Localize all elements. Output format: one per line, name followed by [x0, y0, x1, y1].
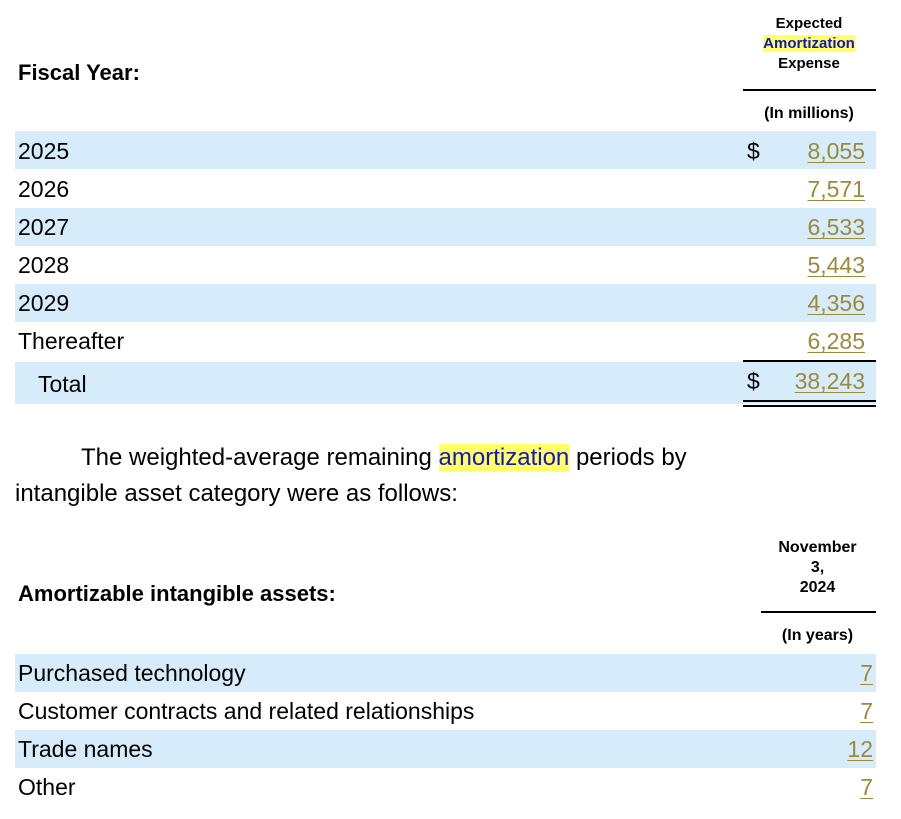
header-rule-2 [761, 611, 876, 613]
row-band [15, 208, 876, 246]
row-label-2029: 2029 [18, 290, 70, 316]
value-trade-names[interactable]: 12 [847, 736, 873, 762]
row-band [15, 131, 876, 169]
value-2029[interactable]: 4,356 [807, 290, 865, 316]
currency-symbol-total: $ [747, 368, 760, 394]
paragraph-line1: The weighted-average remaining amortizat… [15, 440, 885, 476]
value-thereafter[interactable]: 6,285 [807, 328, 865, 354]
value-2025[interactable]: 8,055 [807, 138, 865, 164]
col-header-november-2024: November 3, 2024 [755, 538, 880, 598]
row-label-2025: 2025 [18, 138, 70, 164]
col-header-line3: Expense [778, 55, 840, 72]
col-header-line1: Expected [775, 15, 843, 32]
paragraph-text-after: periods by [569, 444, 687, 471]
unit-label-years: (In years) [781, 627, 854, 644]
header-rule-1 [743, 89, 876, 91]
value-2027[interactable]: 6,533 [807, 214, 865, 240]
row-label-trade-names: Trade names [18, 736, 153, 762]
row-band [15, 654, 876, 692]
unit-label-millions: (In millions) [764, 105, 854, 122]
row-band [15, 362, 876, 404]
highlighted-term: amortization [438, 444, 570, 471]
row-band [15, 284, 876, 322]
row-label-customer-contracts: Customer contracts and related relations… [18, 698, 475, 724]
value-other[interactable]: 7 [860, 774, 873, 800]
amortizable-assets-header: Amortizable intangible assets: [18, 581, 336, 606]
row-band [15, 730, 876, 768]
description-paragraph: The weighted-average remaining amortizat… [15, 440, 885, 512]
value-customer-contracts[interactable]: 7 [860, 698, 873, 724]
row-label-other: Other [18, 774, 76, 800]
row-label-2026: 2026 [18, 176, 70, 202]
col-header-line2: Amortization [740, 34, 878, 54]
subtotal-rule [743, 360, 876, 362]
row-label-2028: 2028 [18, 252, 70, 278]
row-label-purchased-technology: Purchased technology [18, 660, 246, 686]
fiscal-year-header: Fiscal Year: [18, 60, 140, 85]
col-header-expected-amortization: Expected Amortization Expense [740, 14, 878, 74]
paragraph-line2: intangible asset category were as follow… [15, 480, 458, 507]
double-rule-bottom [743, 405, 876, 407]
col-header-line1: November [778, 539, 857, 556]
row-label-thereafter: Thereafter [18, 328, 125, 354]
row-label-2027: 2027 [18, 214, 70, 240]
paragraph-text-before: The weighted-average remaining [81, 444, 439, 471]
value-2028[interactable]: 5,443 [807, 252, 865, 278]
col-header-line3: 2024 [799, 579, 836, 596]
value-2026[interactable]: 7,571 [807, 176, 865, 202]
currency-symbol: $ [747, 138, 760, 164]
total-value[interactable]: 38,243 [794, 368, 865, 394]
value-purchased-technology[interactable]: 7 [860, 660, 873, 686]
highlighted-term: Amortization [763, 35, 855, 52]
total-label: Total [38, 371, 87, 397]
double-rule-top [743, 400, 876, 402]
col-header-line2: 3, [810, 559, 825, 576]
